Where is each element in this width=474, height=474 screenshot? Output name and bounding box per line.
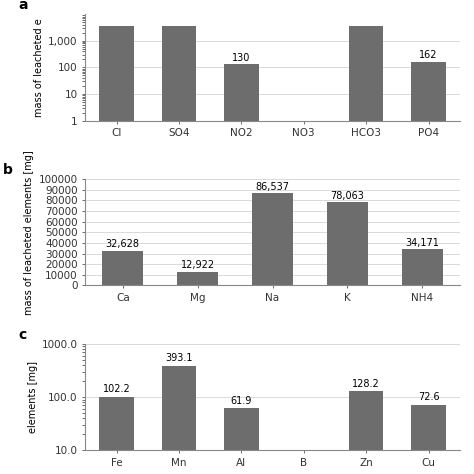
Y-axis label: elements [mg]: elements [mg]: [27, 361, 37, 433]
Text: 34,171: 34,171: [405, 237, 439, 247]
Y-axis label: mass of leacheted elements [mg]: mass of leacheted elements [mg]: [24, 150, 35, 315]
Bar: [287, 135, 321, 474]
Bar: [402, 249, 443, 285]
Y-axis label: mass of leacheted e: mass of leacheted e: [34, 18, 44, 117]
Bar: [349, 392, 383, 474]
Text: 32,628: 32,628: [106, 239, 140, 249]
Text: 128.2: 128.2: [352, 379, 380, 389]
Bar: [162, 365, 196, 474]
Bar: [177, 272, 218, 285]
Bar: [224, 64, 258, 474]
Text: 102.2: 102.2: [103, 384, 130, 394]
Text: b: b: [3, 163, 13, 177]
Text: a: a: [18, 0, 27, 12]
Text: 393.1: 393.1: [165, 353, 193, 363]
Text: c: c: [18, 328, 26, 342]
Bar: [102, 251, 143, 285]
Bar: [224, 408, 258, 474]
Bar: [100, 397, 134, 474]
Bar: [100, 27, 134, 474]
Text: 61.9: 61.9: [231, 396, 252, 406]
Bar: [349, 27, 383, 474]
Text: 12,922: 12,922: [181, 260, 215, 270]
Bar: [411, 62, 446, 474]
Bar: [411, 404, 446, 474]
Text: 72.6: 72.6: [418, 392, 439, 402]
Text: 78,063: 78,063: [330, 191, 365, 201]
Text: 86,537: 86,537: [255, 182, 290, 192]
Bar: [327, 202, 368, 285]
Bar: [162, 27, 196, 474]
Text: 130: 130: [232, 53, 251, 63]
Text: 162: 162: [419, 50, 438, 60]
Bar: [252, 193, 293, 285]
